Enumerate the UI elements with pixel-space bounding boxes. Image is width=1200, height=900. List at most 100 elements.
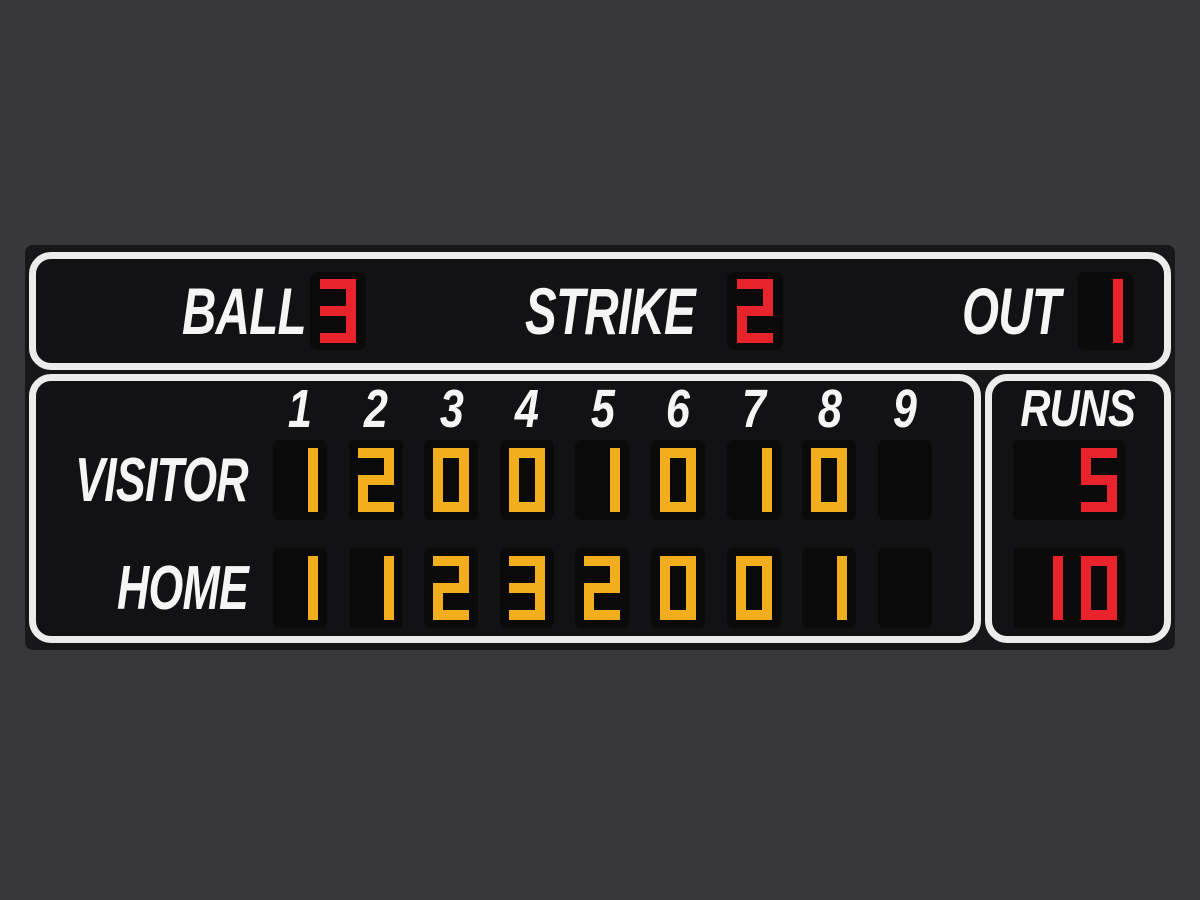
segment-tr [837,448,848,480]
segment-t [433,448,470,458]
inning-cell-home-5 [575,548,630,628]
inning-column-header-4: 4 [497,379,557,439]
segment-tl [508,448,519,480]
seg-digit-0 [811,448,848,512]
segment-b [660,502,696,512]
strike-label: STRIKE [525,259,761,363]
segment-tr [459,556,470,588]
segment-br [1107,588,1117,620]
inning-column-header-text: 3 [439,379,464,439]
inning-column-header-8: 8 [799,379,859,439]
segment-br [534,480,545,512]
segment-br [1053,588,1063,620]
inning-column-header-3: 3 [421,379,481,439]
segment-m [737,306,773,316]
segment-tl [433,448,444,480]
inning-cell-visitor-6 [651,440,705,520]
seg-digit-1 [282,448,318,512]
seg-digit-2 [737,279,773,343]
segment-tl [660,448,670,480]
segment-t [433,556,470,566]
segment-b [320,333,356,343]
inning-column-header-6: 6 [648,379,708,439]
segment-t [737,279,773,289]
ball-count-display [310,272,366,350]
inning-cell-home-2 [348,548,403,628]
segment-bl [1081,588,1091,620]
seg-digit-2 [357,448,394,512]
segment-tr [1113,279,1123,311]
segment-br [1113,311,1123,343]
segment-tr [686,448,696,480]
out-label: OUT [962,259,1098,363]
seg-digit-0 [1081,556,1117,620]
team-label-text: HOME [116,553,249,623]
segment-m [357,475,394,485]
inning-cell-home-3 [424,548,479,628]
segment-b [433,502,470,512]
segment-br [383,588,394,620]
inning-column-header-text: 6 [666,379,690,439]
inning-column-header-text: 7 [741,379,766,439]
segment-tr [534,448,545,480]
seg-digit-1 [736,448,772,512]
segment-t [811,448,848,458]
segment-b [660,610,696,620]
segment-br [308,588,318,620]
segment-b [735,610,772,620]
segment-tl [1081,448,1091,480]
segment-br [1107,480,1117,512]
inning-cell-home-4 [499,548,554,628]
inning-column-header-text: 4 [515,379,539,439]
ball-label-text: BALL [182,274,307,348]
scoreboard: BALL STRIKE OUT 1 2 3 4 5 6 7 8 9 VISITOR HOME RUN… [25,245,1175,650]
segment-b [357,502,394,512]
segment-b [433,610,470,620]
seg-digit-1 [811,556,848,620]
segment-tr [761,448,772,480]
seg-digit-0 [433,448,470,512]
seg-digit-1 [1027,556,1063,620]
segment-b [508,610,545,620]
runs-label-text: RUNS [1020,380,1136,438]
segment-t [1081,556,1117,566]
inning-column-header-text: 8 [817,379,842,439]
segment-br [459,480,470,512]
seg-digit-1 [358,556,394,620]
segment-t [357,448,394,458]
inning-cell-visitor-3 [424,440,479,520]
seg-digit-0 [660,448,696,512]
segment-tr [1107,556,1117,588]
segment-tr [459,448,470,480]
segment-t [1081,448,1117,458]
inning-cell-visitor-9 [877,440,932,520]
segment-tr [383,448,394,480]
strike-label-text: STRIKE [525,274,696,348]
inning-column-header-text: 2 [363,379,388,439]
seg-digit-1 [1087,279,1123,343]
segment-m [584,583,621,593]
inning-column-header-7: 7 [724,379,784,439]
inning-cell-visitor-2 [348,440,403,520]
segment-br [686,480,696,512]
visitor-runs-display [1013,440,1125,520]
segment-tr [383,556,394,588]
inning-column-header-text: 9 [893,379,917,439]
segment-bl [433,480,444,512]
segment-t [508,448,545,458]
segment-br [534,588,545,620]
inning-column-header-9: 9 [875,379,935,439]
seg-digit-3 [320,279,356,343]
segment-bl [508,480,519,512]
segment-br [761,480,772,512]
inning-cell-visitor-4 [499,440,554,520]
segment-br [308,480,318,512]
segment-bl [357,480,368,512]
segment-br [837,588,848,620]
segment-bl [433,588,444,620]
segment-tl [735,556,746,588]
segment-bl [811,480,822,512]
segment-b [1081,502,1117,512]
segment-bl [660,588,670,620]
segment-tl [811,448,822,480]
